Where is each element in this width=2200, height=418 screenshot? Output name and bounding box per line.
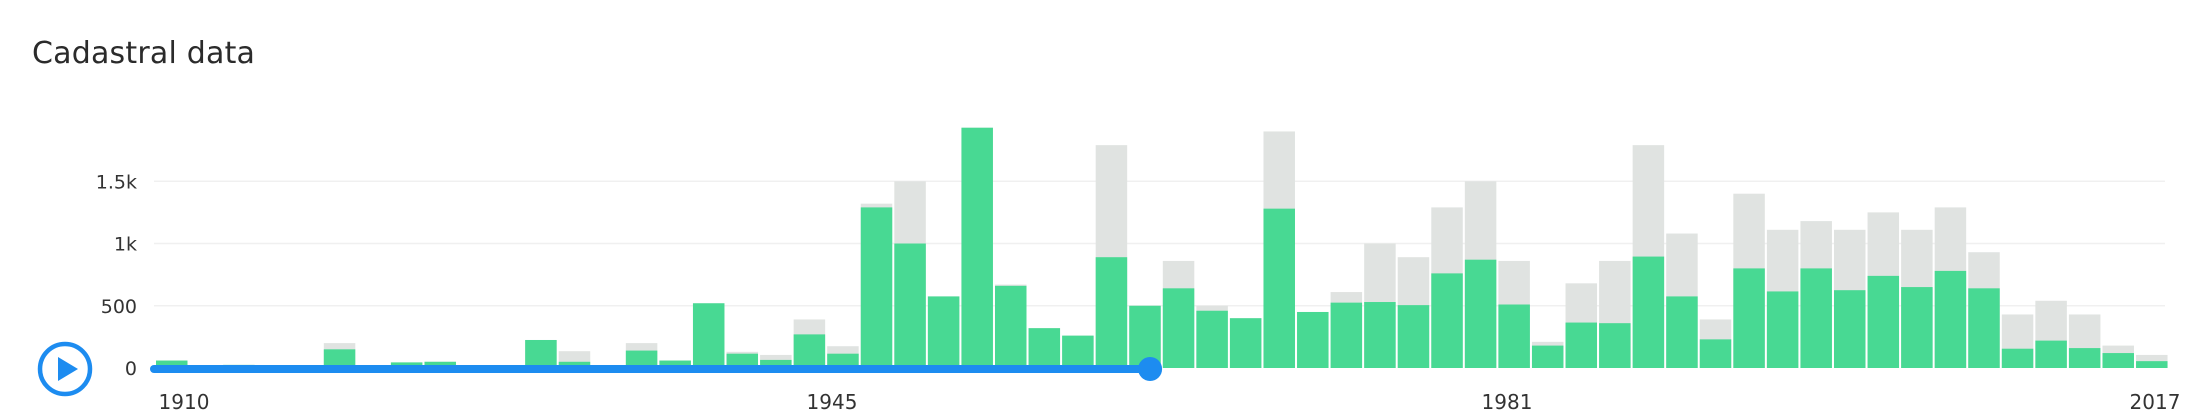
bar-filtered [1397, 305, 1430, 368]
bar-filtered [2001, 348, 2034, 368]
y-tick-label: 500 [101, 296, 137, 318]
bar-filtered [2035, 340, 2067, 368]
bar-filtered [1297, 311, 1329, 368]
x-tick-label: 2017 [2130, 390, 2181, 414]
bar-filtered [1162, 288, 1195, 368]
bar-filtered [1531, 345, 1564, 368]
bar-filtered [1565, 322, 1598, 368]
bar-filtered [1632, 256, 1665, 368]
bar-filtered [1464, 259, 1497, 368]
bar-filtered [1766, 291, 1799, 368]
bars-total [156, 127, 2168, 368]
bar-filtered [860, 207, 893, 368]
bar-filtered [1666, 296, 1698, 368]
timeline-handle[interactable] [1138, 357, 1163, 381]
bar-filtered [1330, 302, 1363, 368]
bar-filtered [1062, 335, 1094, 368]
bar-filtered [1599, 323, 1631, 368]
bar-filtered [625, 350, 658, 368]
bar-filtered [1364, 302, 1396, 368]
bar-filtered [1901, 287, 1933, 368]
x-tick-label: 1945 [807, 390, 858, 414]
y-tick-label: 0 [125, 358, 137, 380]
bar-filtered [1934, 270, 1967, 368]
bar-filtered [894, 243, 926, 368]
bar-filtered [1229, 318, 1262, 368]
timeline-slider[interactable] [150, 357, 1163, 381]
bar-filtered [525, 339, 557, 368]
bar-filtered [1028, 328, 1061, 368]
bar-filtered [793, 334, 826, 368]
x-axis-ticks: 1910 1945 1981 2017 [159, 390, 2181, 414]
chart-title: Cadastral data [32, 36, 256, 71]
bar-filtered [424, 361, 456, 368]
bar-filtered [1129, 305, 1161, 368]
bar-filtered [1095, 257, 1128, 368]
play-icon[interactable] [58, 357, 78, 381]
bar-filtered [692, 303, 725, 368]
bar-filtered [1834, 290, 1866, 368]
bar-filtered [827, 353, 859, 368]
bar-filtered [760, 359, 792, 368]
bar-filtered [726, 353, 759, 368]
bar-filtered [659, 360, 691, 368]
y-tick-label: 1.5k [96, 171, 137, 193]
bar-filtered [995, 285, 1027, 368]
bar-filtered [2102, 353, 2134, 368]
bar-filtered [1867, 275, 1900, 368]
bars-filtered [156, 127, 2168, 368]
bar-filtered [1263, 208, 1295, 368]
bar-filtered [2068, 348, 2101, 368]
bar-filtered [1431, 273, 1463, 368]
bar-filtered [961, 127, 993, 368]
bar-filtered [323, 349, 356, 368]
bar-filtered [1699, 339, 1732, 368]
play-button[interactable] [37, 341, 93, 397]
bar-filtered [1800, 268, 1832, 368]
bar-filtered [1733, 268, 1765, 368]
bar-filtered [1498, 304, 1530, 368]
bar-filtered [927, 296, 960, 368]
y-axis-ticks: 0 500 1k 1.5k [96, 171, 137, 380]
bar-filtered [558, 361, 591, 368]
y-tick-label: 1k [114, 234, 137, 256]
bar-filtered [2136, 361, 2168, 368]
x-tick-label: 1981 [1482, 390, 1533, 414]
bar-filtered [156, 360, 188, 368]
x-tick-label: 1910 [159, 390, 210, 414]
bar-filtered [1196, 310, 1228, 368]
bar-filtered [1968, 288, 2000, 368]
